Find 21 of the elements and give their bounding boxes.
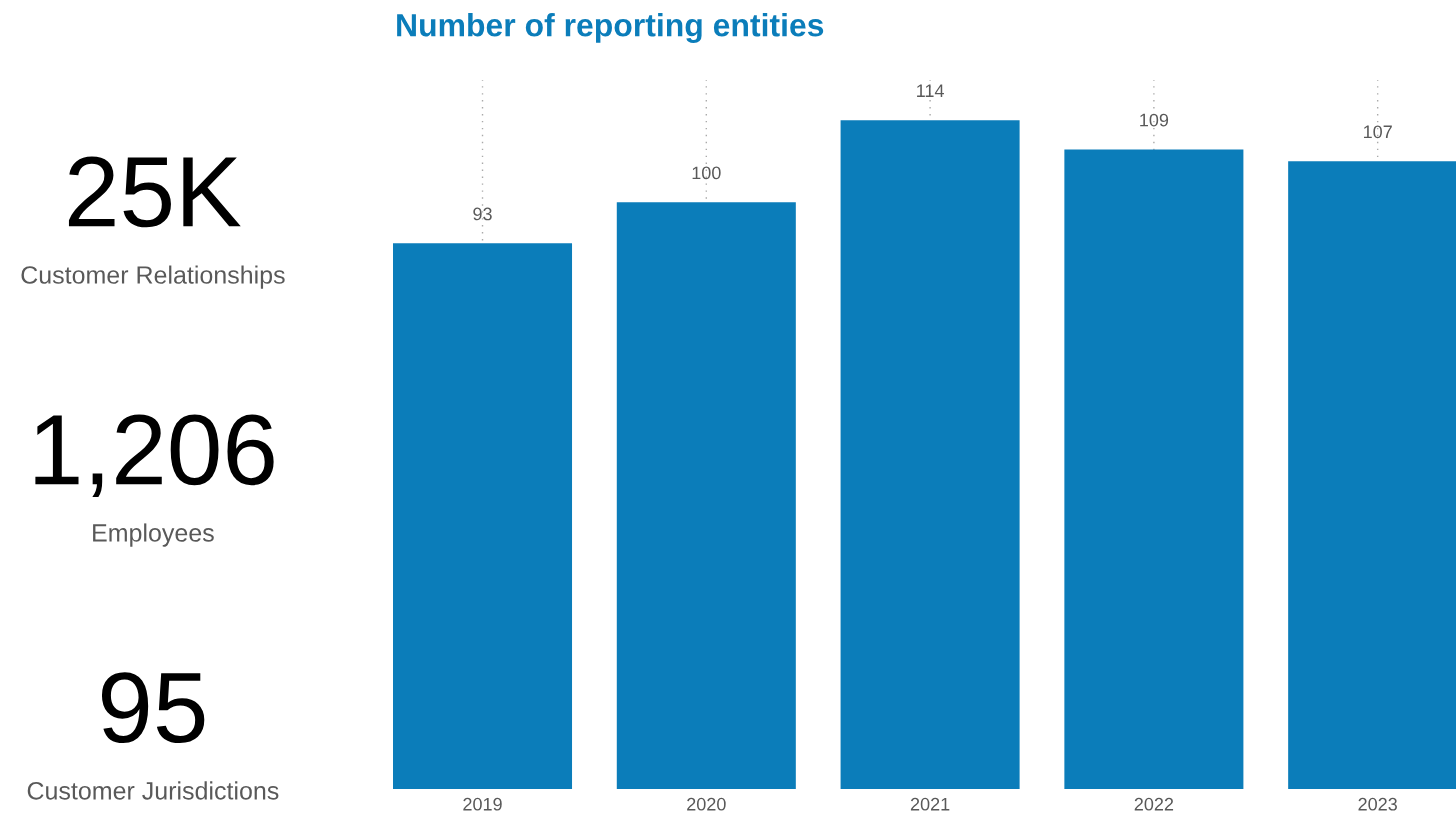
x-tick-label: 2022 (1134, 797, 1174, 811)
text: Customer Jurisdictions (27, 781, 279, 800)
data-label: 100 (692, 166, 721, 180)
bar (393, 243, 573, 789)
bar (1064, 149, 1244, 789)
text: Employees (93, 523, 214, 547)
text: 95 (101, 672, 205, 744)
bar (840, 120, 1020, 789)
chart-title: Number of reporting entities (397, 13, 824, 43)
x-tick-label: 2023 (1358, 797, 1397, 811)
data-label: 93 (473, 207, 492, 221)
data-label: 109 (1140, 113, 1169, 127)
text: Customer Relationships (21, 265, 285, 289)
text: 25K (68, 156, 241, 228)
data-label: 114 (917, 84, 944, 97)
data-label: 107 (1363, 125, 1392, 139)
x-tick-label: 2021 (910, 797, 950, 811)
x-tick-label: 2019 (463, 797, 502, 811)
text: 1,206 (35, 414, 274, 498)
x-tick-label: 2020 (687, 797, 726, 811)
bar (616, 202, 796, 789)
